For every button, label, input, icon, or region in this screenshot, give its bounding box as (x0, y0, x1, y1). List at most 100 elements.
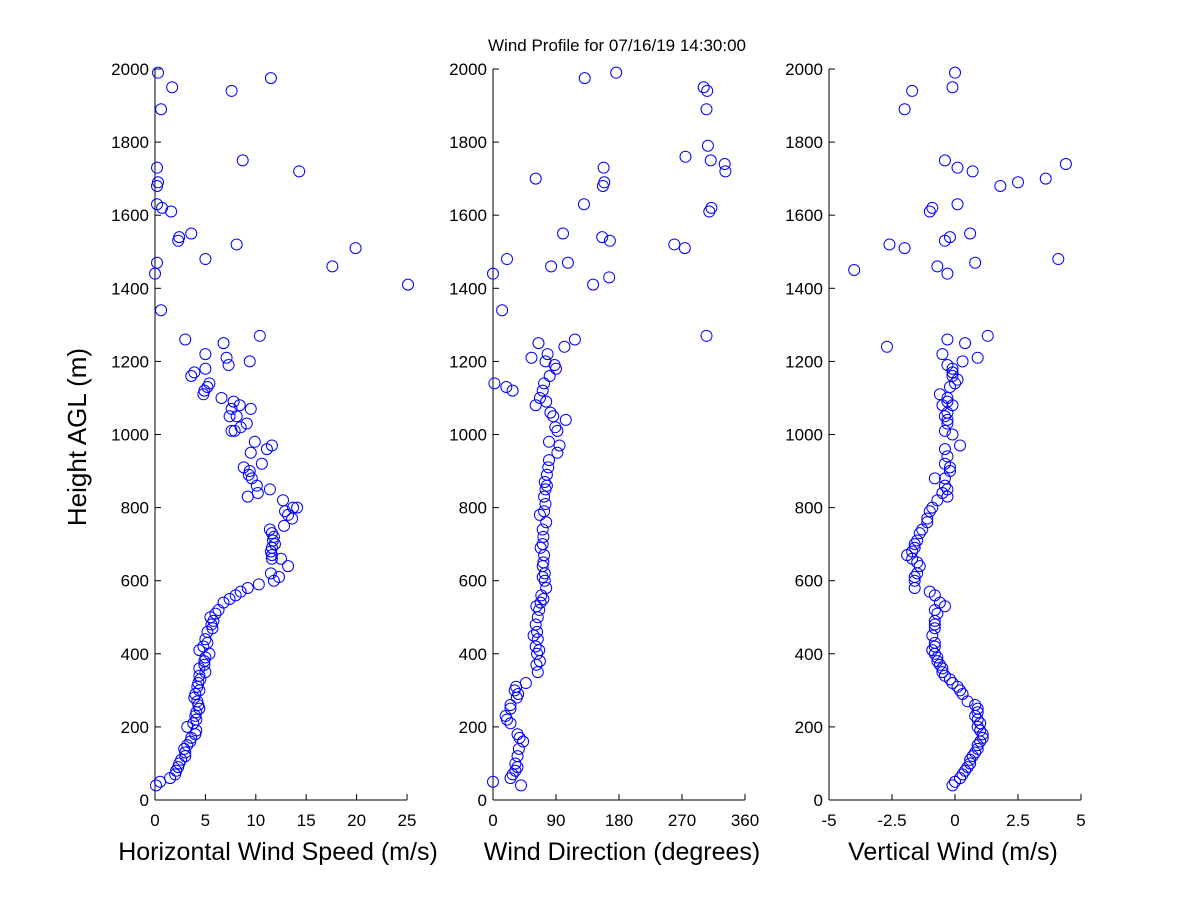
data-point (267, 574, 280, 587)
data-point (537, 592, 550, 605)
data-point (961, 695, 974, 708)
data-point (704, 154, 717, 167)
data-point (908, 538, 921, 551)
data-point (908, 582, 921, 595)
data-point (610, 66, 623, 79)
data-point (228, 424, 241, 437)
y-tick-label: 600 (121, 572, 149, 591)
data-point (921, 512, 934, 525)
data-point (199, 362, 212, 375)
data-point (898, 242, 911, 255)
data-point (941, 413, 954, 426)
data-point (223, 410, 236, 423)
y-tick-label: 400 (795, 645, 823, 664)
data-point (326, 260, 339, 273)
data-point (278, 519, 291, 532)
data-point (525, 351, 538, 364)
data-point (906, 84, 919, 97)
data-point (543, 454, 555, 467)
data-point (540, 395, 553, 408)
data-point (951, 161, 964, 174)
data-point (553, 439, 566, 452)
data-point (229, 589, 242, 602)
y-tick-label: 600 (459, 572, 487, 591)
data-point (981, 329, 994, 342)
y-tick-label: 600 (795, 572, 823, 591)
data-point (264, 72, 277, 85)
data-point (923, 205, 936, 218)
data-point (908, 574, 921, 587)
data-point (931, 651, 944, 664)
data-point (551, 424, 564, 437)
data-point (227, 395, 240, 408)
data-point (533, 508, 546, 521)
data-point (264, 567, 277, 580)
data-point (282, 560, 295, 573)
data-point (951, 373, 964, 386)
data-point (700, 103, 713, 116)
data-point (154, 775, 167, 788)
data-point (926, 629, 939, 642)
data-point (943, 380, 956, 393)
y-tick-label: 2000 (449, 60, 487, 79)
y-tick-label: 1000 (785, 426, 823, 445)
x-tick-label: 2.5 (1006, 811, 1030, 830)
data-point (966, 165, 979, 178)
data-point (951, 198, 964, 211)
data-point (244, 446, 257, 459)
data-point (954, 439, 967, 452)
data-point (933, 388, 946, 401)
data-point (279, 505, 292, 518)
data-point (172, 234, 185, 247)
x-tick-label: -5 (821, 811, 836, 830)
data-point (155, 103, 168, 116)
data-point (179, 333, 192, 346)
data-point (1059, 158, 1072, 171)
data-point (501, 253, 513, 266)
data-point (931, 607, 944, 620)
data-point (152, 66, 165, 79)
data-point (705, 201, 718, 214)
data-point (529, 172, 542, 185)
data-point (668, 238, 681, 251)
data-point (938, 234, 951, 247)
data-point (898, 103, 911, 116)
data-point (544, 406, 557, 419)
data-point (976, 728, 989, 741)
data-point (212, 603, 225, 616)
data-point (504, 717, 517, 730)
x-tick-label: 25 (398, 811, 417, 830)
data-point (225, 424, 238, 437)
data-point (501, 713, 513, 726)
data-point (974, 735, 987, 748)
data-point (509, 757, 522, 770)
x-axis-label: Wind Direction (degrees) (484, 838, 761, 866)
data-point (558, 340, 571, 353)
data-point (538, 574, 551, 587)
data-point (883, 238, 896, 251)
data-point (223, 592, 236, 605)
data-point (282, 508, 295, 521)
data-point (512, 742, 525, 755)
x-tick-label: -2.5 (877, 811, 906, 830)
data-point (943, 461, 956, 474)
data-point (536, 571, 549, 584)
y-tick-label: 1800 (111, 133, 149, 152)
data-point (508, 684, 521, 697)
data-point (243, 355, 256, 368)
data-point (197, 388, 210, 401)
data-point (151, 161, 164, 174)
data-point (926, 201, 939, 214)
data-point (598, 176, 611, 189)
y-tick-label: 400 (459, 645, 487, 664)
data-point (913, 527, 926, 540)
data-point (542, 461, 555, 474)
y-tick-label: 1000 (111, 426, 149, 445)
data-point (532, 337, 545, 350)
data-point (933, 658, 946, 671)
data-point (151, 179, 164, 192)
data-point (561, 256, 574, 269)
data-point (538, 490, 551, 503)
data-point (184, 735, 197, 748)
x-axis-label: Vertical Wind (m/s) (848, 838, 1058, 866)
